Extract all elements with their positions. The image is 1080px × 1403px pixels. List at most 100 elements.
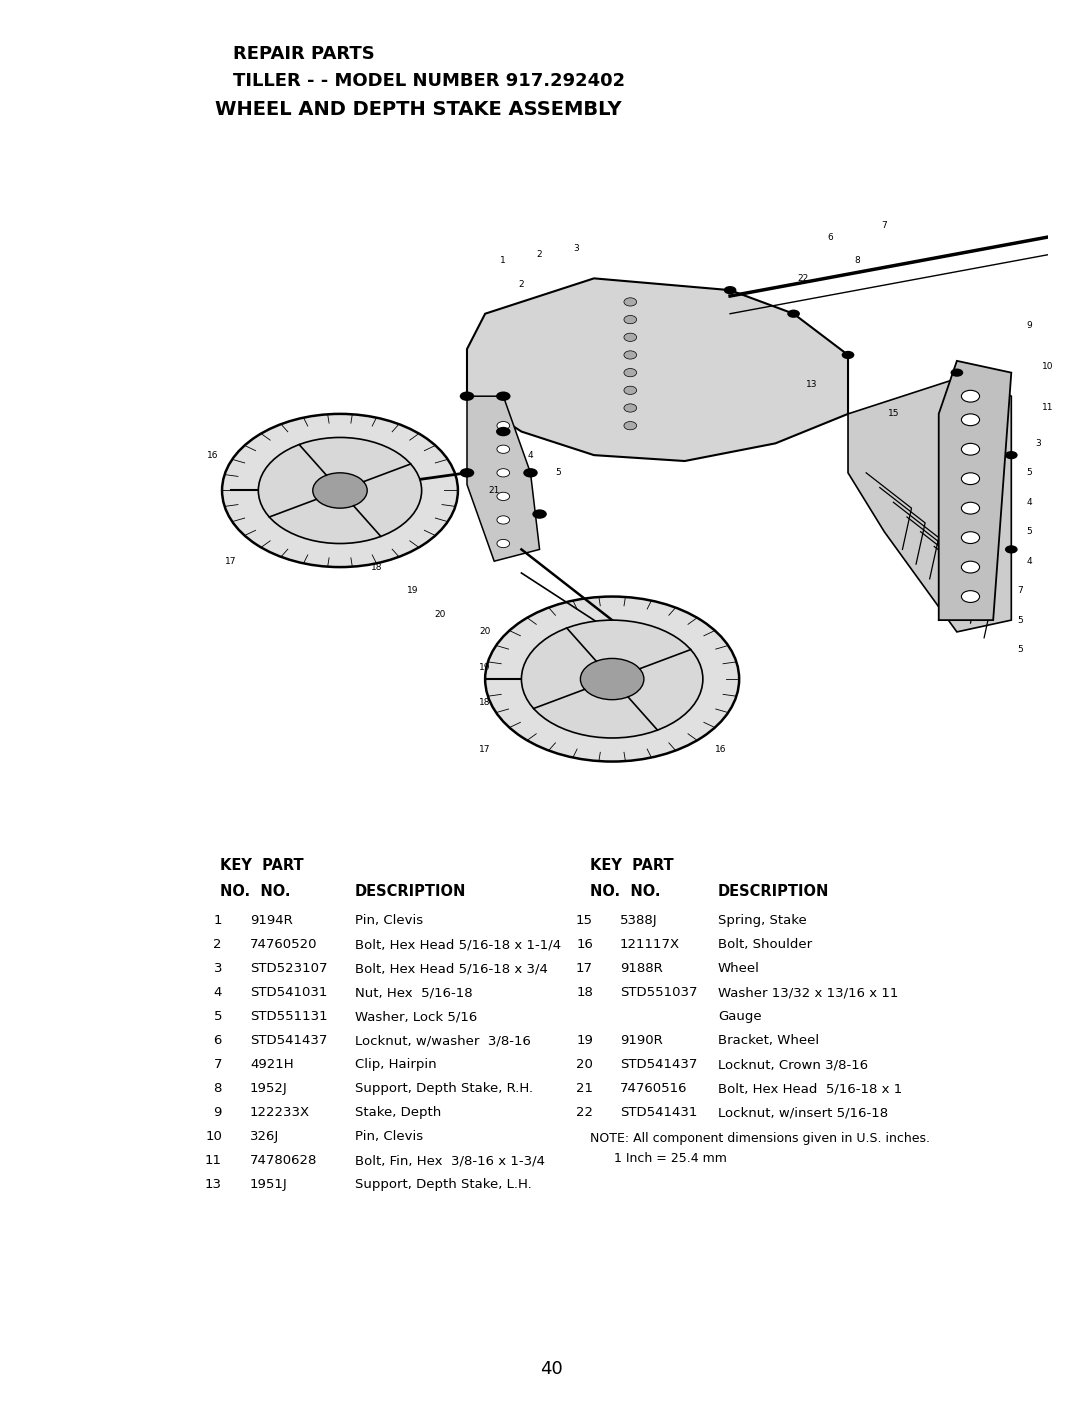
Text: 3: 3 bbox=[214, 962, 222, 975]
Circle shape bbox=[961, 414, 980, 425]
Circle shape bbox=[624, 404, 636, 412]
Text: 5: 5 bbox=[1027, 469, 1032, 477]
Text: 17: 17 bbox=[576, 962, 593, 975]
Text: 22: 22 bbox=[797, 274, 808, 283]
Text: WHEEL AND DEPTH STAKE ASSEMBLY: WHEEL AND DEPTH STAKE ASSEMBLY bbox=[215, 100, 622, 119]
Polygon shape bbox=[939, 361, 1011, 620]
Text: 10: 10 bbox=[1042, 362, 1053, 372]
Text: 5: 5 bbox=[555, 469, 561, 477]
Text: 1: 1 bbox=[500, 257, 507, 265]
Text: 19: 19 bbox=[480, 662, 491, 672]
Text: Clip, Hairpin: Clip, Hairpin bbox=[355, 1058, 436, 1070]
Text: Locknut, w/insert 5/16-18: Locknut, w/insert 5/16-18 bbox=[718, 1106, 888, 1120]
Text: Washer, Lock 5/16: Washer, Lock 5/16 bbox=[355, 1010, 477, 1023]
Text: Bolt, Fin, Hex  3/8-16 x 1-3/4: Bolt, Fin, Hex 3/8-16 x 1-3/4 bbox=[355, 1155, 545, 1167]
Text: STD541437: STD541437 bbox=[249, 1034, 327, 1047]
Text: Locknut, Crown 3/8-16: Locknut, Crown 3/8-16 bbox=[718, 1058, 868, 1070]
Circle shape bbox=[624, 421, 636, 429]
Text: 4: 4 bbox=[1027, 557, 1032, 565]
Text: Pin, Clevis: Pin, Clevis bbox=[355, 913, 423, 927]
Circle shape bbox=[497, 469, 510, 477]
Text: Gauge: Gauge bbox=[718, 1010, 761, 1023]
Text: 326J: 326J bbox=[249, 1129, 280, 1143]
Text: 4: 4 bbox=[1027, 498, 1032, 506]
Text: 7: 7 bbox=[1017, 586, 1023, 595]
Text: 5: 5 bbox=[214, 1010, 222, 1023]
Text: TILLER - - MODEL NUMBER 917.292402: TILLER - - MODEL NUMBER 917.292402 bbox=[233, 72, 625, 90]
Circle shape bbox=[522, 620, 703, 738]
Text: 1951J: 1951J bbox=[249, 1179, 287, 1191]
Text: 4: 4 bbox=[214, 986, 222, 999]
Circle shape bbox=[460, 391, 474, 401]
Text: 4: 4 bbox=[528, 450, 534, 460]
Text: 40: 40 bbox=[540, 1360, 563, 1378]
Text: Bolt, Hex Head 5/16-18 x 1-1/4: Bolt, Hex Head 5/16-18 x 1-1/4 bbox=[355, 939, 562, 951]
Circle shape bbox=[624, 369, 636, 377]
Text: REPAIR PARTS: REPAIR PARTS bbox=[233, 45, 375, 63]
Text: 15: 15 bbox=[888, 410, 900, 418]
Text: Pin, Clevis: Pin, Clevis bbox=[355, 1129, 423, 1143]
Text: 16: 16 bbox=[715, 745, 727, 755]
Text: Spring, Stake: Spring, Stake bbox=[718, 913, 807, 927]
Text: NO.  NO.: NO. NO. bbox=[220, 884, 291, 899]
Text: 74760516: 74760516 bbox=[620, 1082, 688, 1094]
Text: 2: 2 bbox=[518, 279, 524, 289]
Text: Wheel: Wheel bbox=[718, 962, 760, 975]
Text: 20: 20 bbox=[434, 610, 445, 619]
Circle shape bbox=[950, 369, 963, 377]
Text: 8: 8 bbox=[214, 1082, 222, 1094]
Text: 2: 2 bbox=[214, 939, 222, 951]
Text: 13: 13 bbox=[205, 1179, 222, 1191]
Text: STD541431: STD541431 bbox=[620, 1106, 698, 1120]
Text: 18: 18 bbox=[370, 563, 382, 571]
Circle shape bbox=[497, 421, 510, 429]
Text: 9: 9 bbox=[1027, 321, 1032, 330]
Circle shape bbox=[460, 469, 474, 477]
Text: 17: 17 bbox=[480, 745, 491, 755]
Text: STD541437: STD541437 bbox=[620, 1058, 698, 1070]
Text: 74780628: 74780628 bbox=[249, 1155, 318, 1167]
Text: 13: 13 bbox=[806, 380, 818, 389]
Text: 4921H: 4921H bbox=[249, 1058, 294, 1070]
Circle shape bbox=[496, 391, 511, 401]
Text: Bolt, Hex Head 5/16-18 x 3/4: Bolt, Hex Head 5/16-18 x 3/4 bbox=[355, 962, 548, 975]
Text: 21: 21 bbox=[488, 485, 500, 495]
Circle shape bbox=[841, 351, 854, 359]
Text: 121117X: 121117X bbox=[620, 939, 680, 951]
Text: 1 Inch = 25.4 mm: 1 Inch = 25.4 mm bbox=[615, 1152, 727, 1164]
Circle shape bbox=[624, 386, 636, 394]
Circle shape bbox=[624, 297, 636, 306]
Text: STD523107: STD523107 bbox=[249, 962, 327, 975]
Text: NOTE: All component dimensions given in U.S. inches.: NOTE: All component dimensions given in … bbox=[590, 1132, 930, 1145]
Circle shape bbox=[624, 351, 636, 359]
Circle shape bbox=[532, 509, 546, 519]
Text: 1952J: 1952J bbox=[249, 1082, 287, 1094]
Text: 6: 6 bbox=[827, 233, 833, 241]
Circle shape bbox=[497, 516, 510, 525]
Circle shape bbox=[961, 473, 980, 484]
Circle shape bbox=[258, 438, 421, 543]
Circle shape bbox=[523, 469, 538, 477]
Text: 9188R: 9188R bbox=[620, 962, 663, 975]
Text: 9: 9 bbox=[214, 1106, 222, 1120]
Text: Support, Depth Stake, L.H.: Support, Depth Stake, L.H. bbox=[355, 1179, 531, 1191]
Text: 5: 5 bbox=[1017, 645, 1023, 654]
Text: Bolt, Shoulder: Bolt, Shoulder bbox=[718, 939, 812, 951]
Circle shape bbox=[961, 532, 980, 543]
Text: 5: 5 bbox=[1017, 616, 1023, 624]
Circle shape bbox=[497, 445, 510, 453]
Text: 74760520: 74760520 bbox=[249, 939, 318, 951]
Text: 8: 8 bbox=[854, 257, 860, 265]
Circle shape bbox=[961, 502, 980, 513]
Circle shape bbox=[485, 596, 739, 762]
Text: 20: 20 bbox=[480, 627, 490, 637]
Text: 9190R: 9190R bbox=[620, 1034, 663, 1047]
Circle shape bbox=[787, 310, 800, 318]
Text: 18: 18 bbox=[576, 986, 593, 999]
Text: KEY  PART: KEY PART bbox=[220, 859, 303, 873]
Text: Washer 13/32 x 13/16 x 11: Washer 13/32 x 13/16 x 11 bbox=[718, 986, 899, 999]
Text: 2: 2 bbox=[537, 250, 542, 260]
Polygon shape bbox=[467, 278, 848, 462]
Text: 11: 11 bbox=[205, 1155, 222, 1167]
Circle shape bbox=[222, 414, 458, 567]
